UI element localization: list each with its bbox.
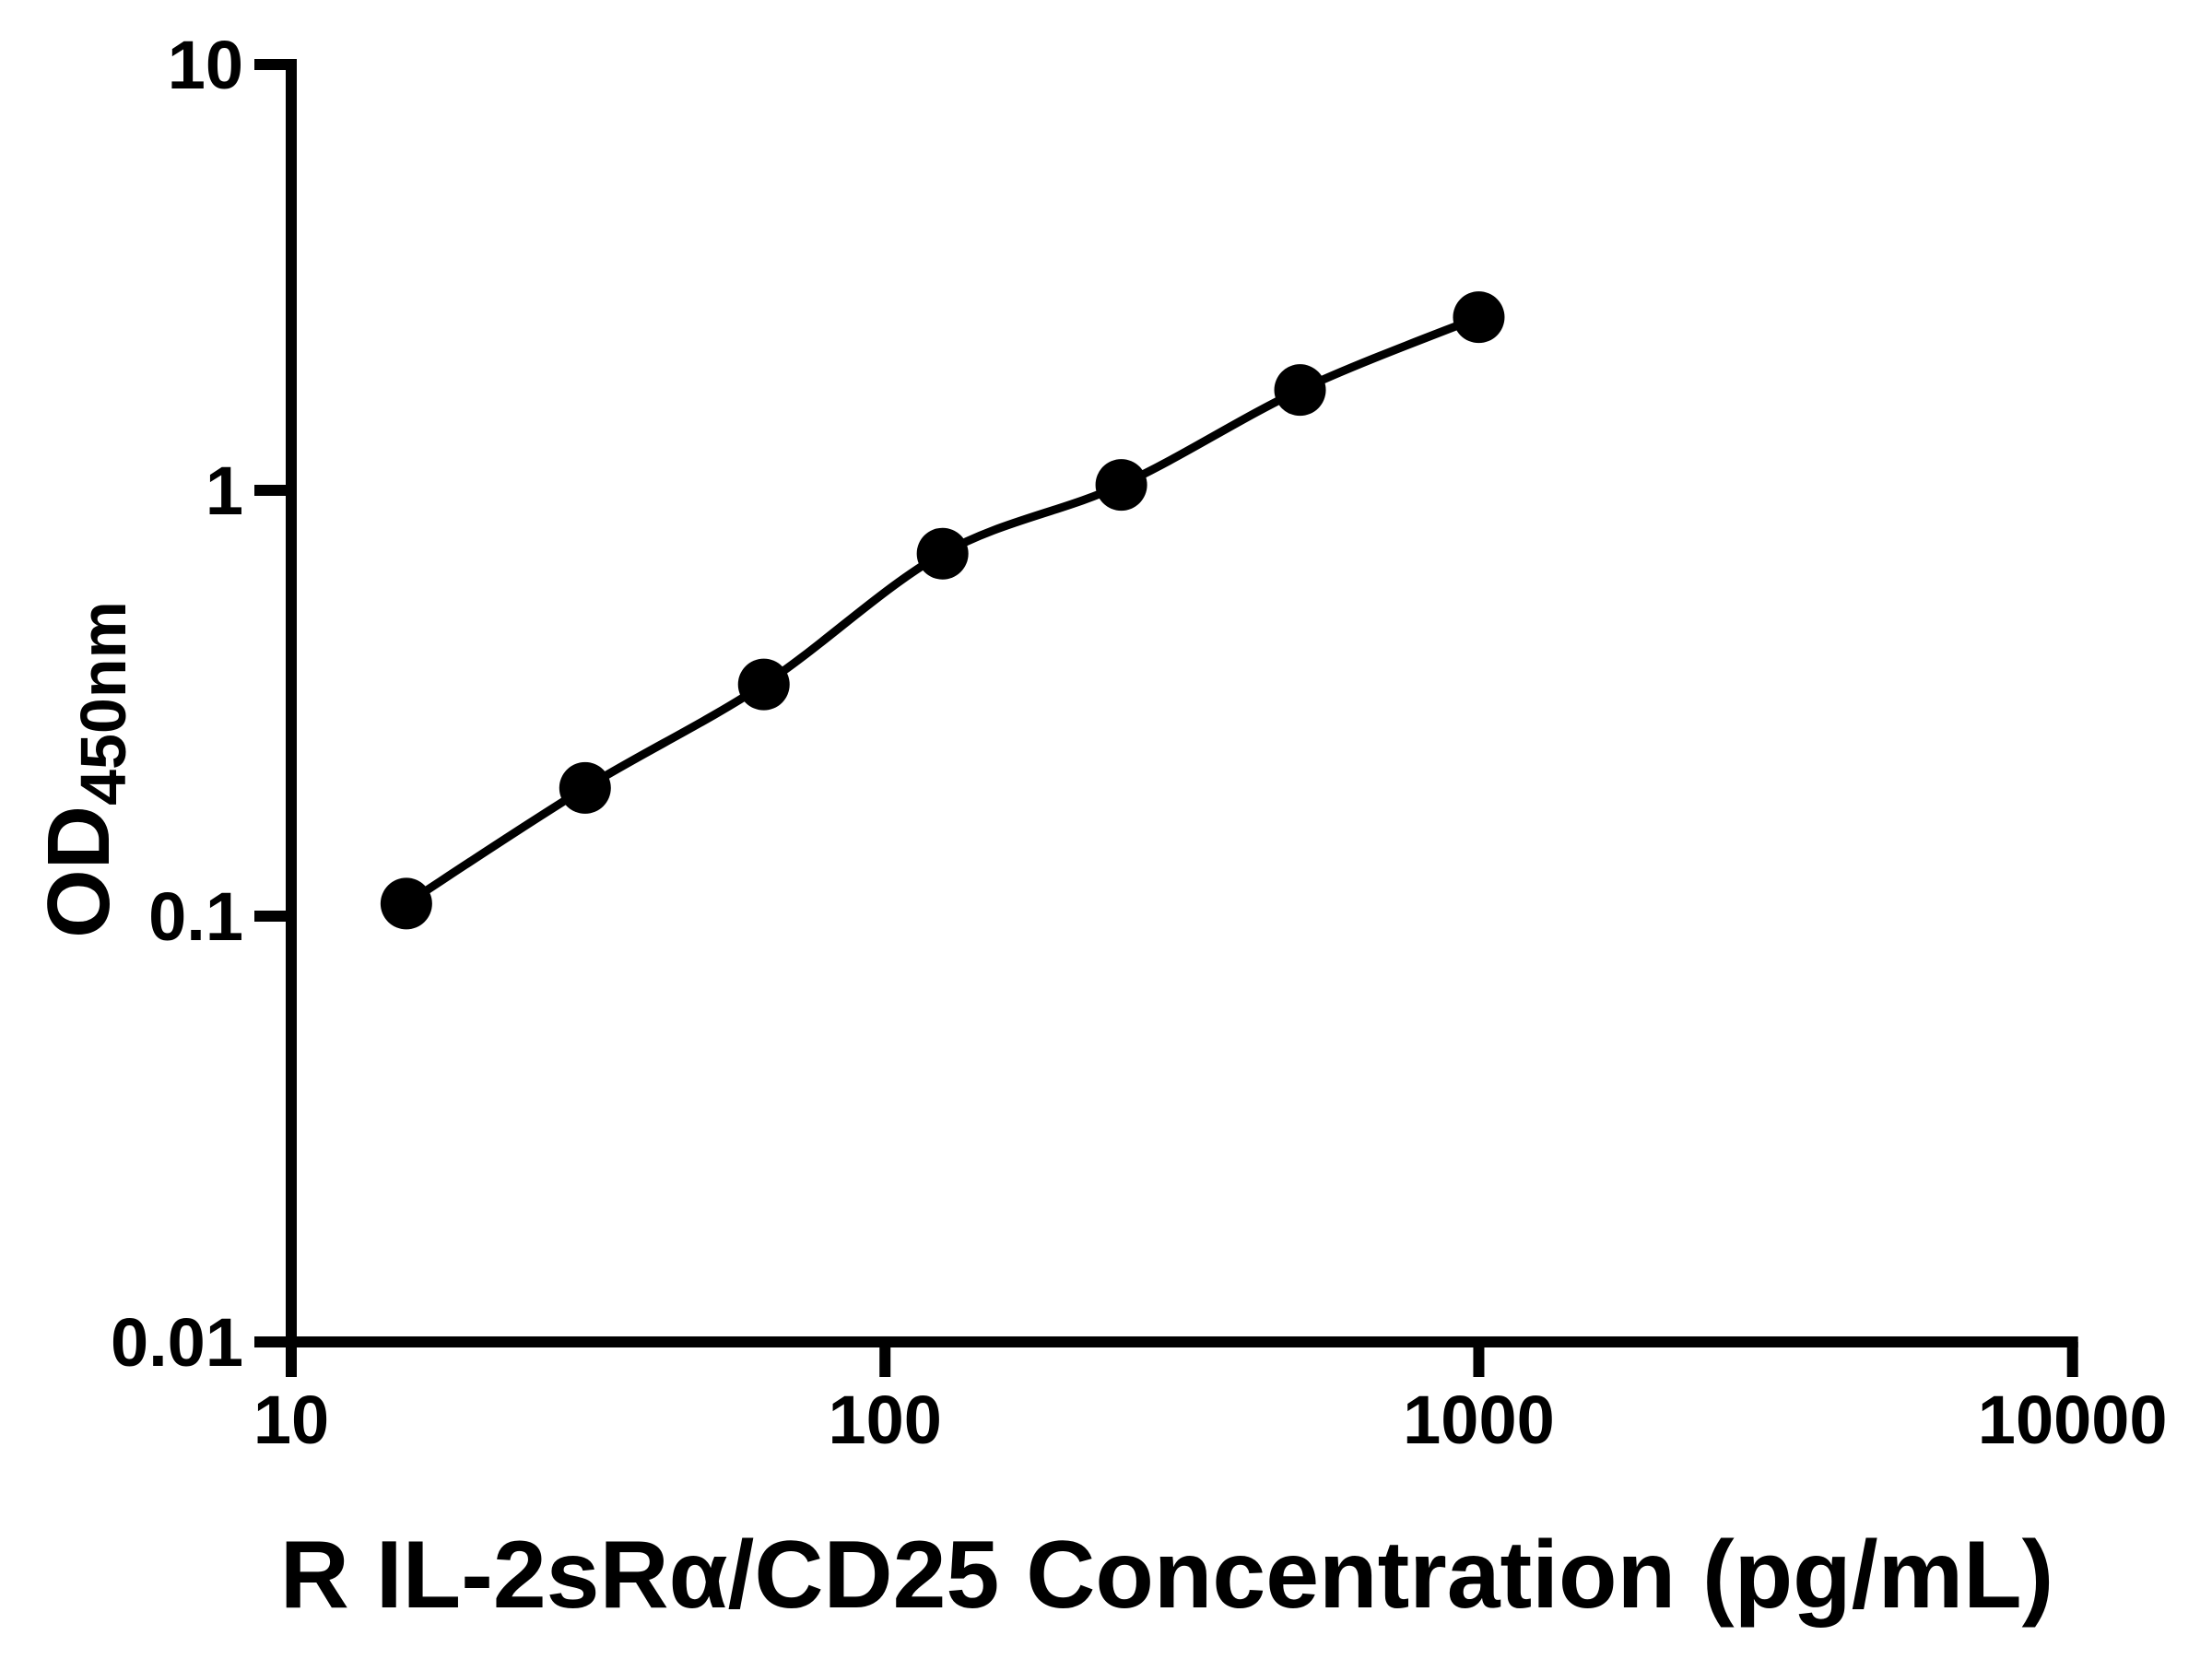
axes-layer (254, 59, 2078, 1377)
y-axis-title: OD450nm (29, 601, 139, 938)
data-point-250pg-ml (1095, 459, 1147, 512)
x-tick-label-10000: 10000 (1978, 1382, 2168, 1458)
y-tick-label-1: 1 (206, 453, 243, 529)
y-tick-label-0.01: 0.01 (111, 1304, 243, 1381)
tick-label-layer: 0.01 0.1 1 10 10 100 1000 10000 (111, 27, 2168, 1458)
x-tick-label-100: 100 (828, 1382, 941, 1458)
series-layer (380, 291, 1505, 930)
x-axis-title: R IL-2sRα/CD25 Concentration (pg/mL) (280, 1522, 2053, 1629)
data-point-31.25pg-ml (559, 761, 611, 814)
x-tick-label-1000: 1000 (1403, 1382, 1555, 1458)
y-axis-title-subscript: 450nm (67, 601, 139, 806)
data-point-1000pg-ml (1453, 291, 1505, 344)
y-tick-label-0.1: 0.1 (148, 878, 243, 955)
data-point-62.5pg-ml (737, 658, 790, 711)
data-point-500pg-ml (1274, 364, 1326, 417)
data-point-125pg-ml (916, 527, 969, 580)
y-tick-label-10: 10 (168, 27, 243, 103)
x-tick-label-10: 10 (253, 1382, 329, 1458)
data-point-15.625pg-ml (380, 877, 432, 930)
y-axis-title-main: OD (29, 806, 128, 938)
